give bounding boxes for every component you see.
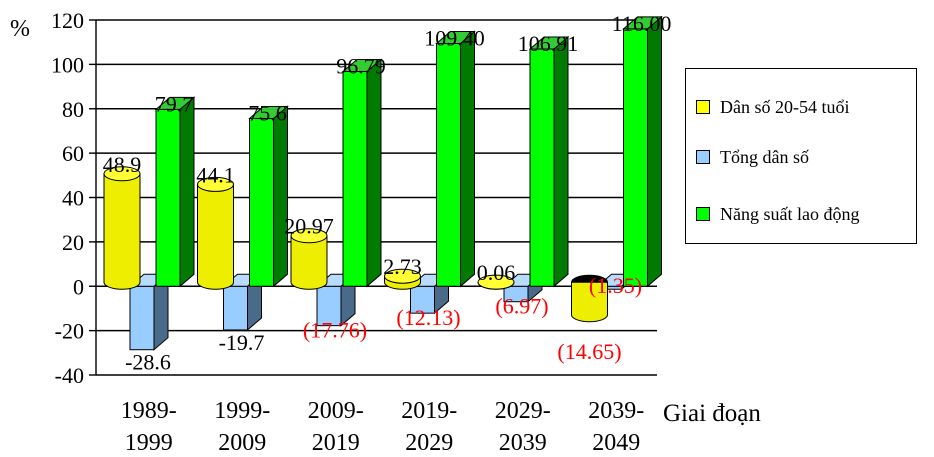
legend-swatch-blue	[696, 150, 710, 164]
data-label: (14.65)	[557, 339, 621, 364]
bar-labor-productivity	[528, 35, 570, 288]
data-label: 75.6	[248, 101, 287, 126]
data-label: (12.13)	[396, 305, 460, 330]
legend-label: Tổng dân số	[720, 146, 809, 167]
y-axis-title: %	[10, 16, 30, 42]
y-tick-label: 60	[62, 141, 84, 166]
data-label: 48.9	[103, 152, 142, 177]
x-tick-label: 2009	[218, 430, 266, 456]
data-label: -28.6	[125, 350, 171, 375]
x-tick-label: 2029	[405, 430, 453, 456]
data-label: 109.40	[424, 26, 485, 51]
data-label: 44.1	[196, 162, 235, 187]
data-label: 2.73	[383, 254, 422, 279]
bar-population-20-54	[477, 274, 515, 290]
data-label: -19.7	[219, 330, 265, 355]
y-tick-label: 80	[62, 97, 84, 122]
bar-population-20-54	[384, 268, 421, 290]
bar-population-20-54	[103, 166, 141, 290]
y-tick-label: -40	[55, 363, 84, 388]
x-tick-label: 2039	[499, 430, 547, 456]
legend-swatch-green	[696, 207, 710, 221]
bar-labor-productivity	[435, 30, 476, 288]
x-tick-label: 2049	[592, 430, 640, 456]
x-tick-label: 2039-	[588, 398, 644, 424]
y-tick-label: 0	[73, 274, 84, 299]
legend-swatch-yellow	[696, 100, 710, 114]
y-tick-label: 100	[51, 52, 84, 77]
data-label: 106.91	[518, 31, 579, 56]
data-label: 20.97	[284, 214, 334, 239]
x-tick-label: 1989-	[121, 398, 177, 424]
bar-labor-productivity	[248, 105, 289, 288]
legend-label: Năng suất lao động	[720, 203, 860, 224]
bar-population-20-54	[571, 274, 608, 323]
data-label: 116.00	[612, 11, 672, 36]
data-label: (17.76)	[303, 318, 367, 343]
data-label: 79.7	[155, 91, 194, 116]
y-tick-label: -20	[55, 319, 84, 344]
y-tick-label: 120	[51, 8, 84, 33]
legend: Dân số 20-54 tuổi Tổng dân số Năng suất …	[685, 68, 917, 244]
x-tick-label: 1999	[125, 430, 173, 456]
data-label: 0.06	[477, 260, 516, 285]
legend-label: Dân số 20-54 tuổi	[720, 96, 850, 117]
x-tick-label: 2029-	[495, 398, 551, 424]
x-tick-label: 2009-	[308, 398, 364, 424]
bar-labor-productivity	[341, 58, 383, 288]
bar-population-20-54	[197, 176, 234, 290]
bar-labor-productivity	[154, 96, 196, 288]
legend-item-labor-productivity: Năng suất lao động	[696, 203, 859, 225]
data-label: (6.97)	[495, 294, 548, 319]
legend-item-population-20-54: Dân số 20-54 tuổi	[696, 96, 850, 118]
data-label: 96.79	[336, 53, 386, 78]
x-tick-label: 2019	[312, 430, 360, 456]
y-tick-label: 20	[62, 230, 84, 255]
x-tick-label: 1999-	[214, 398, 270, 424]
x-tick-label: 2019-	[401, 398, 457, 424]
data-label: (1.35)	[589, 273, 642, 298]
bar-labor-productivity	[622, 15, 663, 288]
bar-population-20-54	[290, 228, 328, 290]
x-axis-title: Giai đoạn	[663, 400, 761, 427]
y-tick-label: 40	[62, 186, 84, 211]
legend-item-total-population: Tổng dân số	[696, 146, 809, 168]
